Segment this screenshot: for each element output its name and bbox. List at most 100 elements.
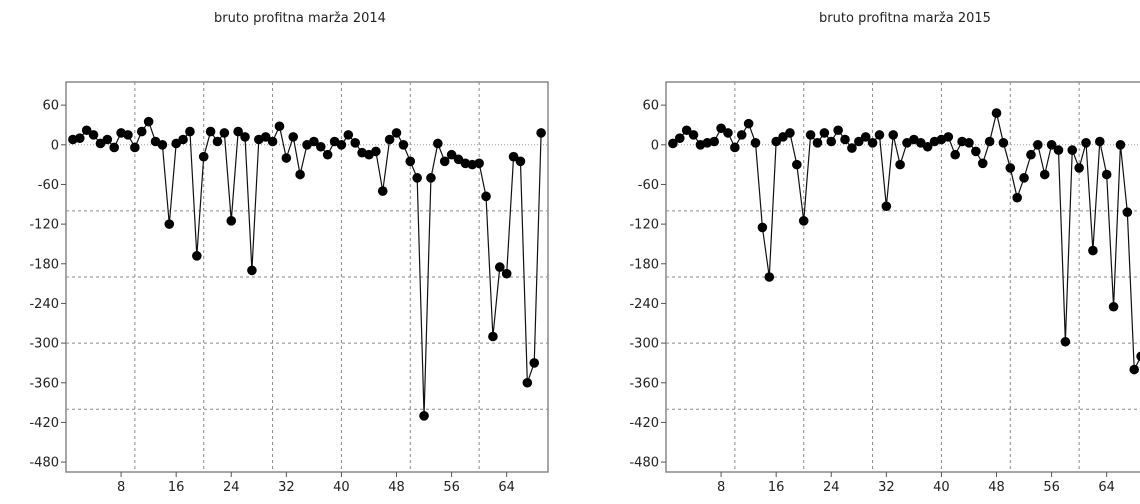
data-point	[971, 146, 981, 157]
data-point	[205, 126, 216, 137]
y-tick-label: -180	[29, 257, 59, 272]
data-point	[288, 132, 299, 142]
data-point	[1081, 138, 1091, 148]
data-point	[998, 138, 1009, 148]
chart-panel-2: bruto profitna marža 2015 60 0 -60 -120 -180 -…	[629, 11, 1140, 495]
data-point	[192, 251, 202, 261]
data-point	[977, 158, 988, 169]
data-point	[281, 153, 292, 163]
data-point	[792, 159, 802, 170]
data-point	[495, 262, 505, 272]
y-tick-label: 60	[642, 99, 659, 114]
data-point	[529, 358, 540, 368]
data-point	[501, 268, 512, 279]
data-point	[226, 216, 237, 226]
data-point	[964, 138, 974, 148]
y-tick-label: -60	[38, 178, 59, 193]
data-point	[674, 133, 685, 143]
data-point	[309, 136, 319, 147]
data-point	[439, 156, 450, 167]
data-point	[1046, 139, 1057, 150]
data-point	[295, 169, 305, 180]
data-point	[847, 143, 857, 153]
data-point	[315, 141, 326, 152]
data-point	[198, 151, 209, 162]
data-point	[233, 126, 243, 137]
data-point	[123, 130, 133, 140]
y-tick-label: -60	[638, 178, 659, 193]
data-point	[405, 156, 416, 167]
data-point	[1012, 192, 1022, 203]
data-point	[488, 331, 498, 342]
data-point	[798, 216, 809, 226]
data-point	[764, 272, 775, 282]
data-point	[240, 132, 250, 142]
data-point	[267, 136, 278, 147]
data-point	[771, 136, 781, 147]
data-point	[74, 133, 85, 143]
chart-title: bruto profitna marža 2014	[214, 11, 386, 26]
y-tick-label: -480	[629, 456, 659, 471]
data-point	[274, 121, 285, 132]
x-tick-label: 24	[823, 480, 840, 495]
data-point	[508, 151, 519, 162]
x-tick-label: 24	[223, 480, 240, 495]
y-tick-label: -360	[629, 376, 659, 391]
data-point	[398, 139, 409, 150]
data-point	[88, 130, 99, 140]
data-point	[1074, 163, 1084, 173]
x-tick-label: 40	[333, 480, 350, 495]
y-tick-label: -240	[629, 297, 659, 312]
data-point	[723, 128, 733, 138]
data-point	[1026, 149, 1036, 160]
x-tick-label: 56	[1043, 480, 1060, 495]
data-point	[336, 139, 347, 150]
x-tick-label: 8	[117, 480, 125, 495]
data-point	[185, 126, 195, 137]
data-point	[536, 128, 546, 138]
data-point	[874, 130, 885, 140]
y-tick-label: -420	[29, 416, 59, 431]
data-point	[785, 128, 795, 138]
data-point	[350, 138, 361, 148]
data-point	[426, 173, 436, 183]
y-tick-label: -300	[29, 337, 59, 352]
data-point	[391, 128, 402, 138]
data-point	[157, 139, 168, 150]
data-point	[1067, 145, 1078, 155]
y-tick-label: 0	[51, 138, 59, 153]
data-point	[433, 138, 443, 149]
data-point	[812, 138, 823, 148]
x-tick-label: 64	[498, 480, 515, 495]
data-point	[991, 108, 1002, 118]
x-tick-label: 32	[878, 480, 895, 495]
data-point	[854, 136, 864, 147]
x-tick-label: 32	[278, 480, 295, 495]
chart-title: bruto profitna marža 2015	[819, 11, 991, 26]
data-point	[260, 132, 271, 142]
data-point	[1095, 136, 1105, 147]
data-point	[750, 138, 761, 148]
data-point	[143, 116, 154, 127]
data-point	[1033, 139, 1043, 150]
data-point	[1136, 351, 1140, 361]
data-point	[247, 265, 257, 276]
data-point	[212, 136, 223, 147]
x-tick-label: 16	[768, 480, 785, 495]
data-point	[1115, 139, 1126, 150]
data-point	[1005, 163, 1016, 173]
data-point	[888, 130, 899, 140]
data-point	[833, 125, 843, 136]
data-point	[1122, 207, 1133, 218]
data-point	[950, 149, 960, 160]
data-point	[895, 159, 905, 170]
data-point	[446, 149, 457, 160]
data-point	[1060, 336, 1071, 347]
data-point	[805, 130, 816, 140]
data-point	[481, 191, 491, 202]
data-point	[922, 141, 933, 152]
data-point	[164, 219, 175, 229]
y-tick-label: -300	[629, 337, 659, 352]
